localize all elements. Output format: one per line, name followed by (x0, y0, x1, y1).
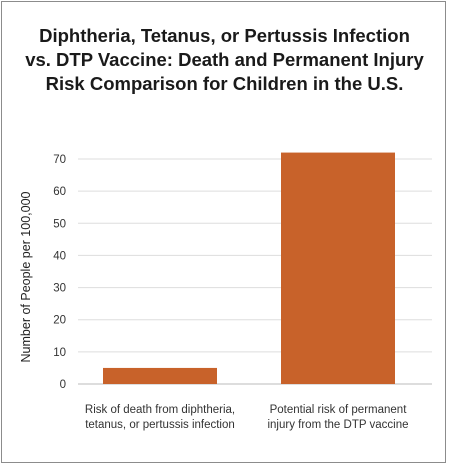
chart-title-line: Diphtheria, Tetanus, or Pertussis Infect… (39, 25, 410, 46)
y-axis-label: Number of People per 100,000 (19, 191, 33, 362)
chart-title-line: Risk Comparison for Children in the U.S. (45, 73, 404, 94)
bar (103, 367, 217, 384)
bar (281, 152, 395, 384)
y-tick-label: 20 (53, 315, 66, 327)
y-tick-label: 40 (53, 250, 66, 262)
x-category-label: Risk of death from diphtheria, (85, 404, 235, 416)
y-tick-label: 30 (53, 283, 66, 295)
y-tick-label: 60 (53, 186, 66, 198)
y-tick-label: 50 (53, 218, 66, 230)
y-axis-ticks: 0 10 20 30 40 50 60 70 (53, 154, 66, 391)
x-category-label: tetanus, or pertussis infection (85, 419, 235, 431)
x-category-label: Potential risk of permanent (270, 404, 408, 416)
bars (103, 152, 395, 384)
y-tick-label: 70 (53, 154, 66, 166)
x-category-label: injury from the DTP vaccine (267, 419, 408, 431)
y-tick-label: 0 (60, 379, 66, 391)
y-tick-label: 10 (53, 347, 66, 359)
chart-title-line: vs. DTP Vaccine: Death and Permanent Inj… (25, 49, 424, 70)
x-axis-categories: Risk of death from diphtheria, tetanus, o… (85, 404, 409, 431)
chart-title: Diphtheria, Tetanus, or Pertussis Infect… (10, 24, 439, 96)
